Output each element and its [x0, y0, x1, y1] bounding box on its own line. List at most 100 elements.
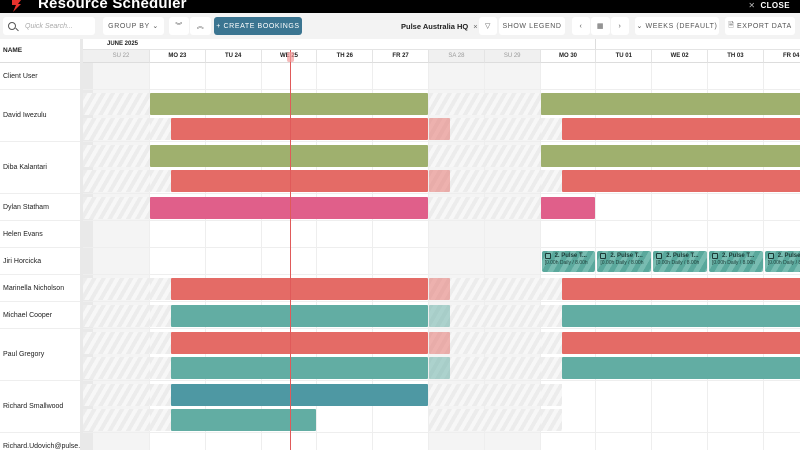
row-divider — [83, 193, 800, 194]
briefcase-icon — [656, 253, 663, 259]
booking-bar[interactable] — [150, 145, 428, 167]
booking-title: 2. Pulse T... — [554, 253, 587, 259]
booking-bar[interactable] — [171, 118, 428, 140]
close-button[interactable]: ✕ CLOSE — [748, 1, 790, 10]
row-divider — [83, 141, 800, 142]
unavailable-period — [150, 384, 172, 406]
unavailable-period — [540, 357, 562, 379]
day-column — [206, 63, 262, 450]
unavailable-period — [429, 357, 541, 379]
app-logo-icon — [12, 0, 21, 12]
booking-bar[interactable] — [561, 118, 800, 140]
today-button[interactable]: ▦ — [591, 17, 610, 35]
booking-bar[interactable] — [429, 332, 451, 354]
booking-bar[interactable] — [540, 93, 800, 115]
booking-tile[interactable]: 2. Pulse T...[0.00h Daily / 8.00h — [764, 251, 800, 272]
booking-bar[interactable] — [171, 357, 428, 379]
create-bookings-button[interactable]: + CREATE BOOKINGS — [214, 17, 302, 35]
show-legend-button[interactable]: SHOW LEGEND — [499, 17, 565, 35]
prev-period-button[interactable]: ‹ — [572, 17, 590, 35]
booking-bar[interactable] — [150, 93, 428, 115]
booking-bar[interactable] — [540, 145, 800, 167]
day-column — [652, 63, 708, 450]
resource-name[interactable]: Richard.Udovich@pulse. — [0, 433, 80, 450]
remove-filter-icon[interactable]: × — [473, 21, 478, 31]
unavailable-period — [429, 384, 541, 406]
chevron-down-icon: ⌄ — [152, 23, 159, 30]
booking-bar[interactable] — [561, 305, 800, 327]
booking-bar[interactable] — [171, 170, 428, 192]
booking-bar[interactable] — [171, 305, 428, 327]
unavailable-period — [83, 409, 150, 431]
resource-name[interactable]: Paul Gregory — [0, 329, 80, 381]
timeline: JUNE 2025 SU 22 MO 23 TU 24 WE 25 TH 26 FR 27… — [83, 39, 800, 450]
booking-bar[interactable] — [171, 384, 428, 406]
resource-name[interactable]: Helen Evans — [0, 221, 80, 248]
booking-bar[interactable] — [171, 409, 317, 431]
booking-detail: [0.00h Daily / 8.00h — [712, 260, 756, 266]
resource-name[interactable]: Michael Cooper — [0, 302, 80, 329]
booking-bar[interactable] — [150, 197, 428, 219]
day-column — [373, 63, 429, 450]
resource-name-column: NAME Client User David Iwezulu Diba Kalant… — [0, 39, 83, 450]
booking-bar[interactable] — [429, 170, 451, 192]
unavailable-period — [540, 332, 562, 354]
unavailable-period — [150, 332, 172, 354]
day-column — [150, 63, 206, 450]
toolbar: Quick Search... GROUP BY ⌄ ︾ ︽ + CREATE … — [0, 13, 800, 39]
booking-bar[interactable] — [561, 278, 800, 300]
unavailable-period — [83, 170, 150, 192]
booking-tile[interactable]: 2. Pulse T...[0.00h Daily / 8.00h — [709, 251, 763, 272]
expand-all-button[interactable]: ︾ — [169, 17, 189, 35]
next-period-button[interactable]: › — [611, 17, 629, 35]
booking-bar[interactable] — [561, 357, 800, 379]
unavailable-period — [429, 170, 541, 192]
unavailable-period — [540, 384, 562, 406]
booking-bar[interactable] — [561, 170, 800, 192]
collapse-all-button[interactable]: ︽ — [190, 17, 211, 35]
unavailable-period — [83, 118, 150, 140]
resource-name[interactable]: Richard Smallwood — [0, 381, 80, 433]
row-divider — [83, 220, 800, 221]
booking-bar[interactable] — [540, 197, 596, 219]
unavailable-period — [540, 305, 562, 327]
booking-tile[interactable]: 2. Pulse T...[0.00h Daily / 8.00h — [597, 251, 652, 272]
resource-name[interactable]: Dylan Statham — [0, 194, 80, 221]
view-mode-dropdown[interactable]: ⌄ WEEKS (DEFAULT) — [635, 17, 719, 35]
resource-name[interactable]: Jiri Horcicka — [0, 248, 80, 275]
day-header: TH 26 — [317, 50, 374, 63]
window-titlebar: Resource Scheduler ✕ CLOSE — [0, 0, 800, 13]
booking-tile[interactable]: 2. Pulse T...[0.00h Daily / 8.00h — [653, 251, 707, 272]
filter-icon: ▽ — [485, 23, 491, 30]
unavailable-period — [429, 93, 541, 115]
resource-name[interactable]: David Iwezulu — [0, 90, 80, 142]
resource-name[interactable]: Client User — [0, 63, 80, 90]
booking-bar[interactable] — [171, 278, 428, 300]
name-column-header[interactable]: NAME — [0, 39, 80, 63]
booking-bar[interactable] — [171, 332, 428, 354]
search-input[interactable]: Quick Search... — [3, 17, 95, 35]
booking-bar[interactable] — [429, 118, 451, 140]
resource-name[interactable]: Diba Kalantari — [0, 142, 80, 194]
export-data-button[interactable]: 🗎 EXPORT DATA — [725, 17, 795, 35]
unavailable-period — [83, 332, 150, 354]
resource-name[interactable]: Marinella Nicholson — [0, 275, 80, 302]
group-by-dropdown[interactable]: GROUP BY ⌄ — [103, 17, 164, 35]
unavailable-period — [429, 197, 541, 219]
booking-title: 2. Pulse T... — [666, 253, 699, 259]
booking-tile[interactable]: 2. Pulse T...[0.00h Daily / 8.00h — [541, 251, 596, 272]
day-header: WE 02 — [652, 50, 708, 63]
unavailable-period — [83, 357, 150, 379]
booking-bar[interactable] — [429, 305, 451, 327]
unavailable-period — [83, 305, 150, 327]
booking-detail: [0.00h Daily / 8.00h — [600, 260, 644, 266]
booking-bar[interactable] — [561, 332, 800, 354]
booking-bar[interactable] — [429, 278, 451, 300]
filter-button[interactable]: ▽ — [479, 17, 497, 35]
unavailable-period — [150, 409, 172, 431]
row-divider — [83, 380, 800, 381]
booking-bar[interactable] — [429, 357, 451, 379]
unavailable-period — [540, 170, 562, 192]
unavailable-period — [150, 118, 172, 140]
today-marker-line — [289, 50, 291, 450]
